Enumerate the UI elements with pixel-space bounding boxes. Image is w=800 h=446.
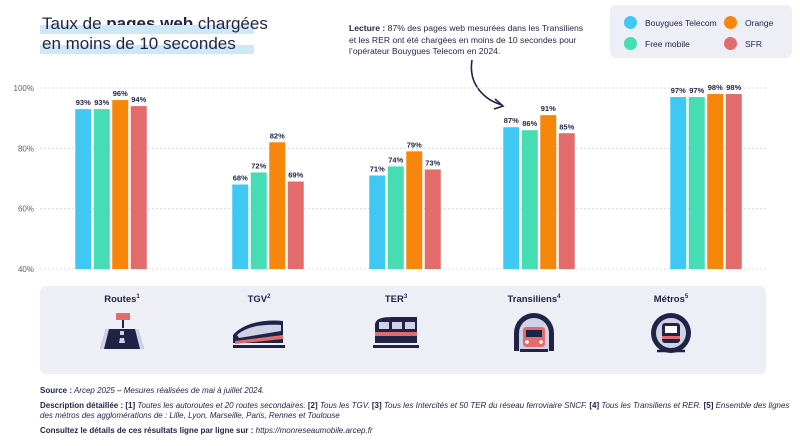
data-label: 69% <box>288 171 303 180</box>
title-line-1: Taux de pages web chargées <box>40 14 268 34</box>
data-label: 97% <box>671 86 686 95</box>
legend-label: SFR <box>745 38 762 49</box>
category-panel: Routes1 TGV2 TER3 Tra <box>40 286 766 374</box>
reading-note-text: 87% des pages web mesurées dans les Tran… <box>349 23 584 56</box>
legend-label: Free mobile <box>645 38 690 49</box>
high-speed-train-icon <box>233 320 285 349</box>
data-label: 98% <box>726 83 741 92</box>
bar-chart: 40% 60% 80% 100% 93% 93% 96%94% 68%72% 82% 69% 71%… <box>14 83 768 274</box>
data-label: 73% <box>425 158 440 167</box>
data-label: 74% <box>388 155 403 164</box>
reading-arrow <box>470 59 505 110</box>
title-text: Taux de <box>42 14 107 33</box>
legend-item-sfr: SFR <box>724 37 762 50</box>
title-text-line2: en moins de 10 secondes <box>42 34 236 53</box>
category-label: Métros5 <box>653 294 689 306</box>
category-label: Routes1 <box>104 294 140 306</box>
data-label: 82% <box>270 131 285 140</box>
data-label: 93% <box>94 98 109 107</box>
category-tgv: TGV2 <box>199 294 319 353</box>
legend-swatch <box>724 16 737 29</box>
bar <box>503 127 520 269</box>
category-label: TGV2 <box>247 294 271 306</box>
bar <box>250 172 267 269</box>
footer-notes: Source : Arcep 2025 – Mesures réalisées … <box>40 386 796 440</box>
legend-label: Orange <box>745 17 774 28</box>
y-tick-label: 100% <box>14 84 34 93</box>
legend-label: Bouygues Telecom <box>645 17 717 28</box>
regional-train-icon <box>373 317 419 349</box>
bar <box>707 94 724 270</box>
bar <box>688 97 705 269</box>
legend-item-bouygues: Bouygues Telecom <box>624 16 717 29</box>
bar <box>387 166 404 269</box>
title-text-end: chargées <box>193 14 268 33</box>
category-routes: Routes1 <box>62 294 182 353</box>
data-label: 87% <box>504 116 519 125</box>
y-tick-label: 80% <box>18 144 34 153</box>
legend-swatch <box>624 37 637 50</box>
bar <box>521 130 538 269</box>
y-tick-label: 40% <box>18 265 34 274</box>
legend-item-free: Free mobile <box>624 37 690 50</box>
category-transiliens: Transiliens4 <box>474 294 594 355</box>
data-label: 85% <box>559 122 574 131</box>
data-label: 86% <box>522 119 537 128</box>
source-note: Source : Arcep 2025 – Mesures réalisées … <box>40 386 265 395</box>
category-label: Transiliens4 <box>507 294 561 306</box>
reading-note: Lecture : 87% des pages web mesurées dan… <box>349 23 589 58</box>
bar <box>424 169 441 269</box>
data-label: 96% <box>113 89 128 98</box>
category-label: TER3 <box>384 294 408 306</box>
bar <box>725 94 742 270</box>
data-label: 93% <box>76 98 91 107</box>
y-tick-label: 60% <box>18 205 34 214</box>
data-label: 72% <box>251 161 266 170</box>
bar <box>93 109 110 269</box>
bar <box>130 106 147 269</box>
legend-swatch <box>624 16 637 29</box>
legend: Bouygues Telecom Orange Free mobile SFR <box>610 5 792 58</box>
data-label: 68% <box>233 174 248 183</box>
bar <box>670 97 687 269</box>
bar <box>558 133 575 269</box>
data-label: 98% <box>708 83 723 92</box>
bar <box>112 100 129 269</box>
data-label: 71% <box>370 164 385 173</box>
bar <box>287 181 304 269</box>
chart-title: Taux de pages web chargées en moins de 1… <box>40 14 268 54</box>
suburban-train-tunnel-icon <box>514 313 554 353</box>
legend-swatch <box>724 37 737 50</box>
data-label: 97% <box>689 86 704 95</box>
reading-note-label: Lecture : <box>349 23 386 33</box>
bar <box>369 175 386 269</box>
description-note: Description détaillée : [1] Toutes les a… <box>40 400 790 421</box>
data-label: 79% <box>407 140 422 149</box>
title-highlight <box>40 25 254 34</box>
title-highlight <box>40 45 254 54</box>
data-label: 94% <box>131 95 146 104</box>
bar <box>540 115 557 270</box>
metro-icon <box>651 313 691 354</box>
data-label: 91% <box>541 104 556 113</box>
road-icon <box>100 313 144 350</box>
consult-link[interactable]: https://monreseaumobile.arcep.fr <box>253 425 373 435</box>
category-ter: TER3 <box>336 294 456 353</box>
category-metros: Métros5 <box>611 294 731 355</box>
consult-note: Consultez le détails de ces résultats li… <box>40 425 373 435</box>
bar <box>232 184 249 269</box>
legend-item-orange: Orange <box>724 16 773 29</box>
title-line-2: en moins de 10 secondes <box>40 34 268 54</box>
bar <box>75 109 92 269</box>
bar <box>406 151 423 269</box>
bar <box>269 142 286 269</box>
